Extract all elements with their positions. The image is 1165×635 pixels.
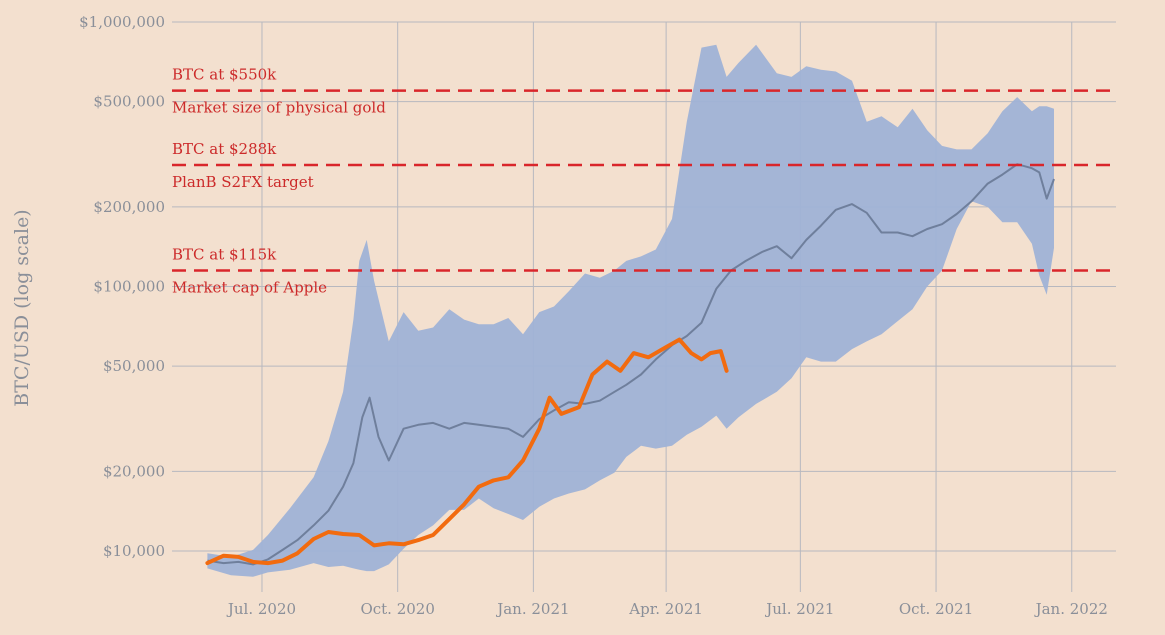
y-tick-label: $1,000,000 bbox=[79, 13, 165, 31]
x-tick-label: Jan. 2022 bbox=[1034, 600, 1108, 618]
y-axis-label: BTC/USD (log scale) bbox=[11, 209, 33, 406]
reference-label-top: BTC at $550k bbox=[172, 66, 277, 84]
y-tick-label: $20,000 bbox=[103, 462, 165, 480]
actual-series bbox=[205, 337, 729, 566]
median-series bbox=[207, 163, 1055, 566]
reference-label-top: BTC at $288k bbox=[172, 140, 277, 158]
reference-label-bottom: PlanB S2FX target bbox=[172, 173, 314, 191]
x-tick-label: Oct. 2020 bbox=[360, 600, 434, 618]
y-tick-label: $500,000 bbox=[93, 93, 165, 111]
x-tick-label: Jul. 2020 bbox=[226, 600, 296, 618]
forecast-band-area bbox=[207, 44, 1054, 577]
x-tick-label: Jul. 2021 bbox=[764, 600, 834, 618]
y-tick-label: $50,000 bbox=[103, 357, 165, 375]
y-tick-label: $100,000 bbox=[93, 278, 165, 296]
actual-price-line bbox=[205, 337, 729, 566]
y-axis-ticks: $10,000 $20,000 $50,000 $100,000 $200,000 $50… bbox=[79, 13, 165, 560]
forecast-band bbox=[207, 44, 1054, 577]
x-tick-label: Jan. 2021 bbox=[495, 600, 569, 618]
reference-lines: BTC at $550k Market size of physical gold… bbox=[172, 66, 1116, 296]
x-axis-ticks: Jul. 2020 Oct. 2020 Jan. 2021 Apr. 2021 Jul.… bbox=[226, 600, 1108, 618]
reference-label-bottom: Market cap of Apple bbox=[172, 278, 327, 296]
median-line bbox=[207, 163, 1055, 566]
y-tick-label: $10,000 bbox=[103, 542, 165, 560]
x-tick-label: Apr. 2021 bbox=[628, 600, 703, 618]
x-tick-label: Oct. 2021 bbox=[899, 600, 973, 618]
y-tick-label: $200,000 bbox=[93, 198, 165, 216]
reference-label-bottom: Market size of physical gold bbox=[172, 99, 386, 117]
reference-label-top: BTC at $115k bbox=[172, 245, 277, 263]
